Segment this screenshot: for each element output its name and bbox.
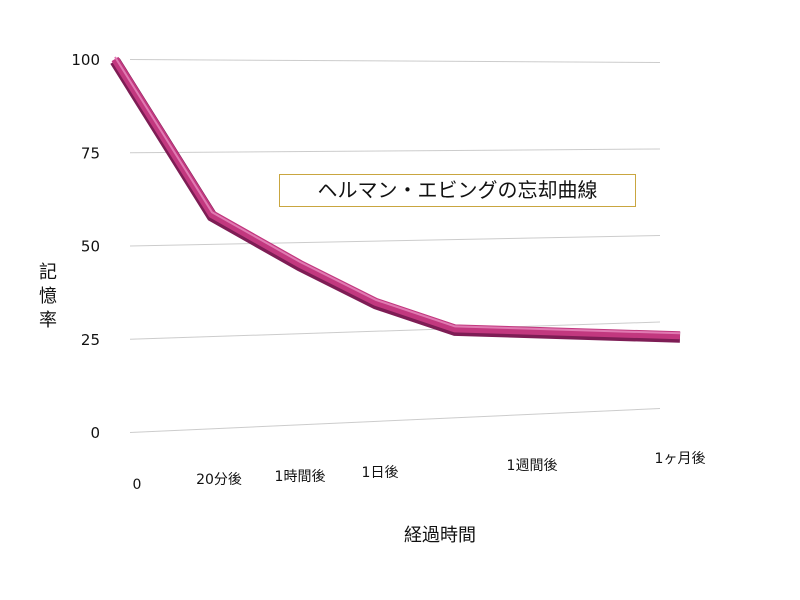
x-axis-ticks: 0 20分後 1時間後 1日後 1週間後 1ヶ月後 bbox=[133, 451, 706, 493]
y-tick-label: 100 bbox=[71, 51, 100, 69]
data-series bbox=[110, 56, 681, 343]
grid-line bbox=[129, 321, 661, 340]
y-tick-label: 25 bbox=[81, 331, 100, 349]
series-line bbox=[111, 56, 681, 340]
grid-lines bbox=[129, 59, 661, 433]
x-axis-title: 経過時間 bbox=[404, 525, 476, 546]
x-tick-label: 0 bbox=[133, 477, 142, 493]
x-tick-label: 1日後 bbox=[362, 465, 399, 481]
grid-line bbox=[129, 59, 661, 63]
series-line-highlight bbox=[114, 56, 681, 335]
y-tick-label: 75 bbox=[81, 144, 100, 162]
grid-line bbox=[129, 235, 661, 247]
y-tick-label: 50 bbox=[81, 238, 100, 256]
y-axis-title: 記憶率 bbox=[39, 262, 57, 331]
chart-title: ヘルマン・エビングの忘却曲線 bbox=[279, 174, 636, 207]
x-tick-label: 1時間後 bbox=[275, 469, 326, 485]
grid-line bbox=[129, 148, 661, 154]
x-tick-label: 1ヶ月後 bbox=[655, 451, 706, 467]
y-tick-label: 0 bbox=[90, 424, 100, 442]
grid-line bbox=[129, 408, 661, 433]
x-tick-label: 20分後 bbox=[196, 472, 242, 488]
x-tick-label: 1週間後 bbox=[507, 458, 558, 474]
y-axis-ticks: 0 25 50 75 100 bbox=[71, 51, 100, 442]
